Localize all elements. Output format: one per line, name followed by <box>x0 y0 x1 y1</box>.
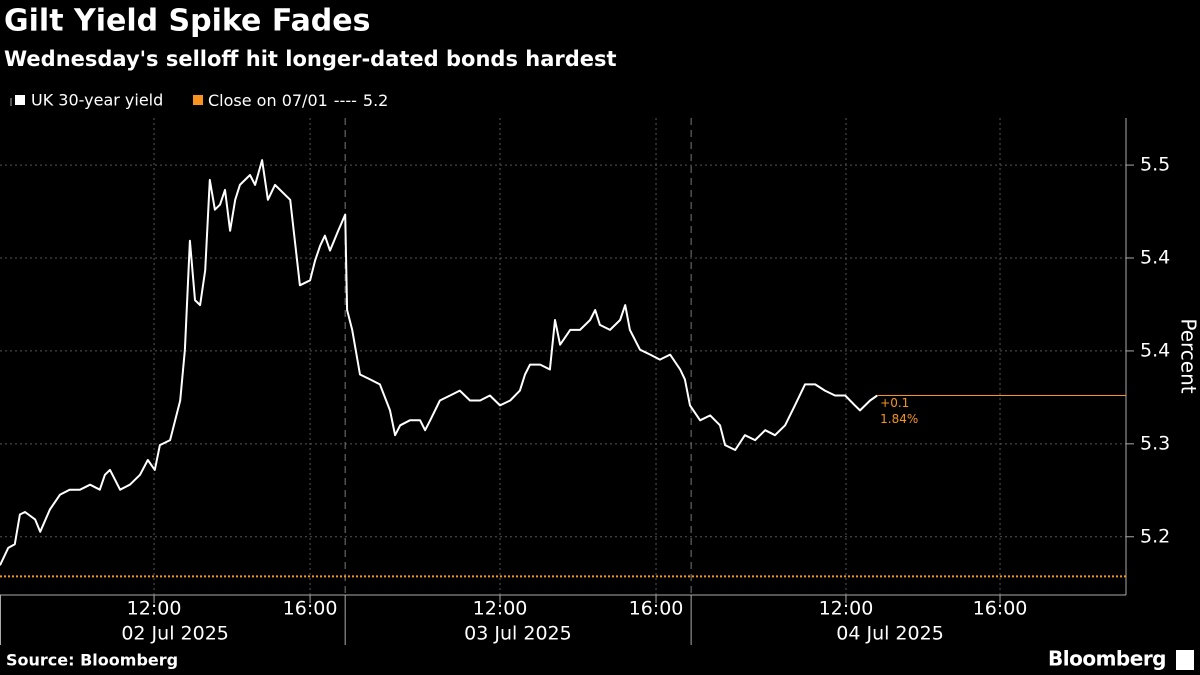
legend-swatch <box>193 95 203 105</box>
x-tick-label: 16:00 <box>629 598 684 620</box>
x-tick-label: 12:00 <box>127 598 182 620</box>
legend-label: UK 30-year yield <box>31 91 163 110</box>
brand: Bloomberg <box>1048 647 1166 671</box>
brand-icon <box>1176 650 1194 670</box>
x-tick-label: 12:00 <box>819 598 874 620</box>
legend-label: Close on 07/01 ---- 5.2 <box>208 91 388 110</box>
change-label: +0.1 <box>880 396 909 410</box>
reference-value: 5.2 <box>363 91 388 110</box>
data-line <box>0 159 878 566</box>
date-label: 04 Jul 2025 <box>836 623 944 645</box>
y-axis-label: Percent <box>1177 318 1200 393</box>
reference-separator: ---- <box>334 91 357 110</box>
chart-subtitle: Wednesday's selloff hit longer-dated bon… <box>4 47 617 71</box>
reference-name: Close on 07/01 <box>208 91 328 110</box>
x-tick-label: 16:00 <box>283 598 338 620</box>
legend-swatch <box>15 95 25 105</box>
y-tick-label: 5.4 <box>1140 247 1170 269</box>
y-tick-label: 5.5 <box>1140 154 1170 176</box>
y-tick-label: 5.3 <box>1140 432 1170 454</box>
percent-label: 1.84% <box>880 412 918 426</box>
x-tick-label: 16:00 <box>973 598 1028 620</box>
y-tick-label: 5.2 <box>1140 525 1170 547</box>
date-label: 03 Jul 2025 <box>464 623 572 645</box>
y-tick-label: 5.4 <box>1140 339 1170 361</box>
source: Source: Bloomberg <box>6 651 178 670</box>
x-tick-label: 12:00 <box>473 598 528 620</box>
date-label: 02 Jul 2025 <box>121 623 229 645</box>
chart-title: Gilt Yield Spike Fades <box>4 4 371 39</box>
